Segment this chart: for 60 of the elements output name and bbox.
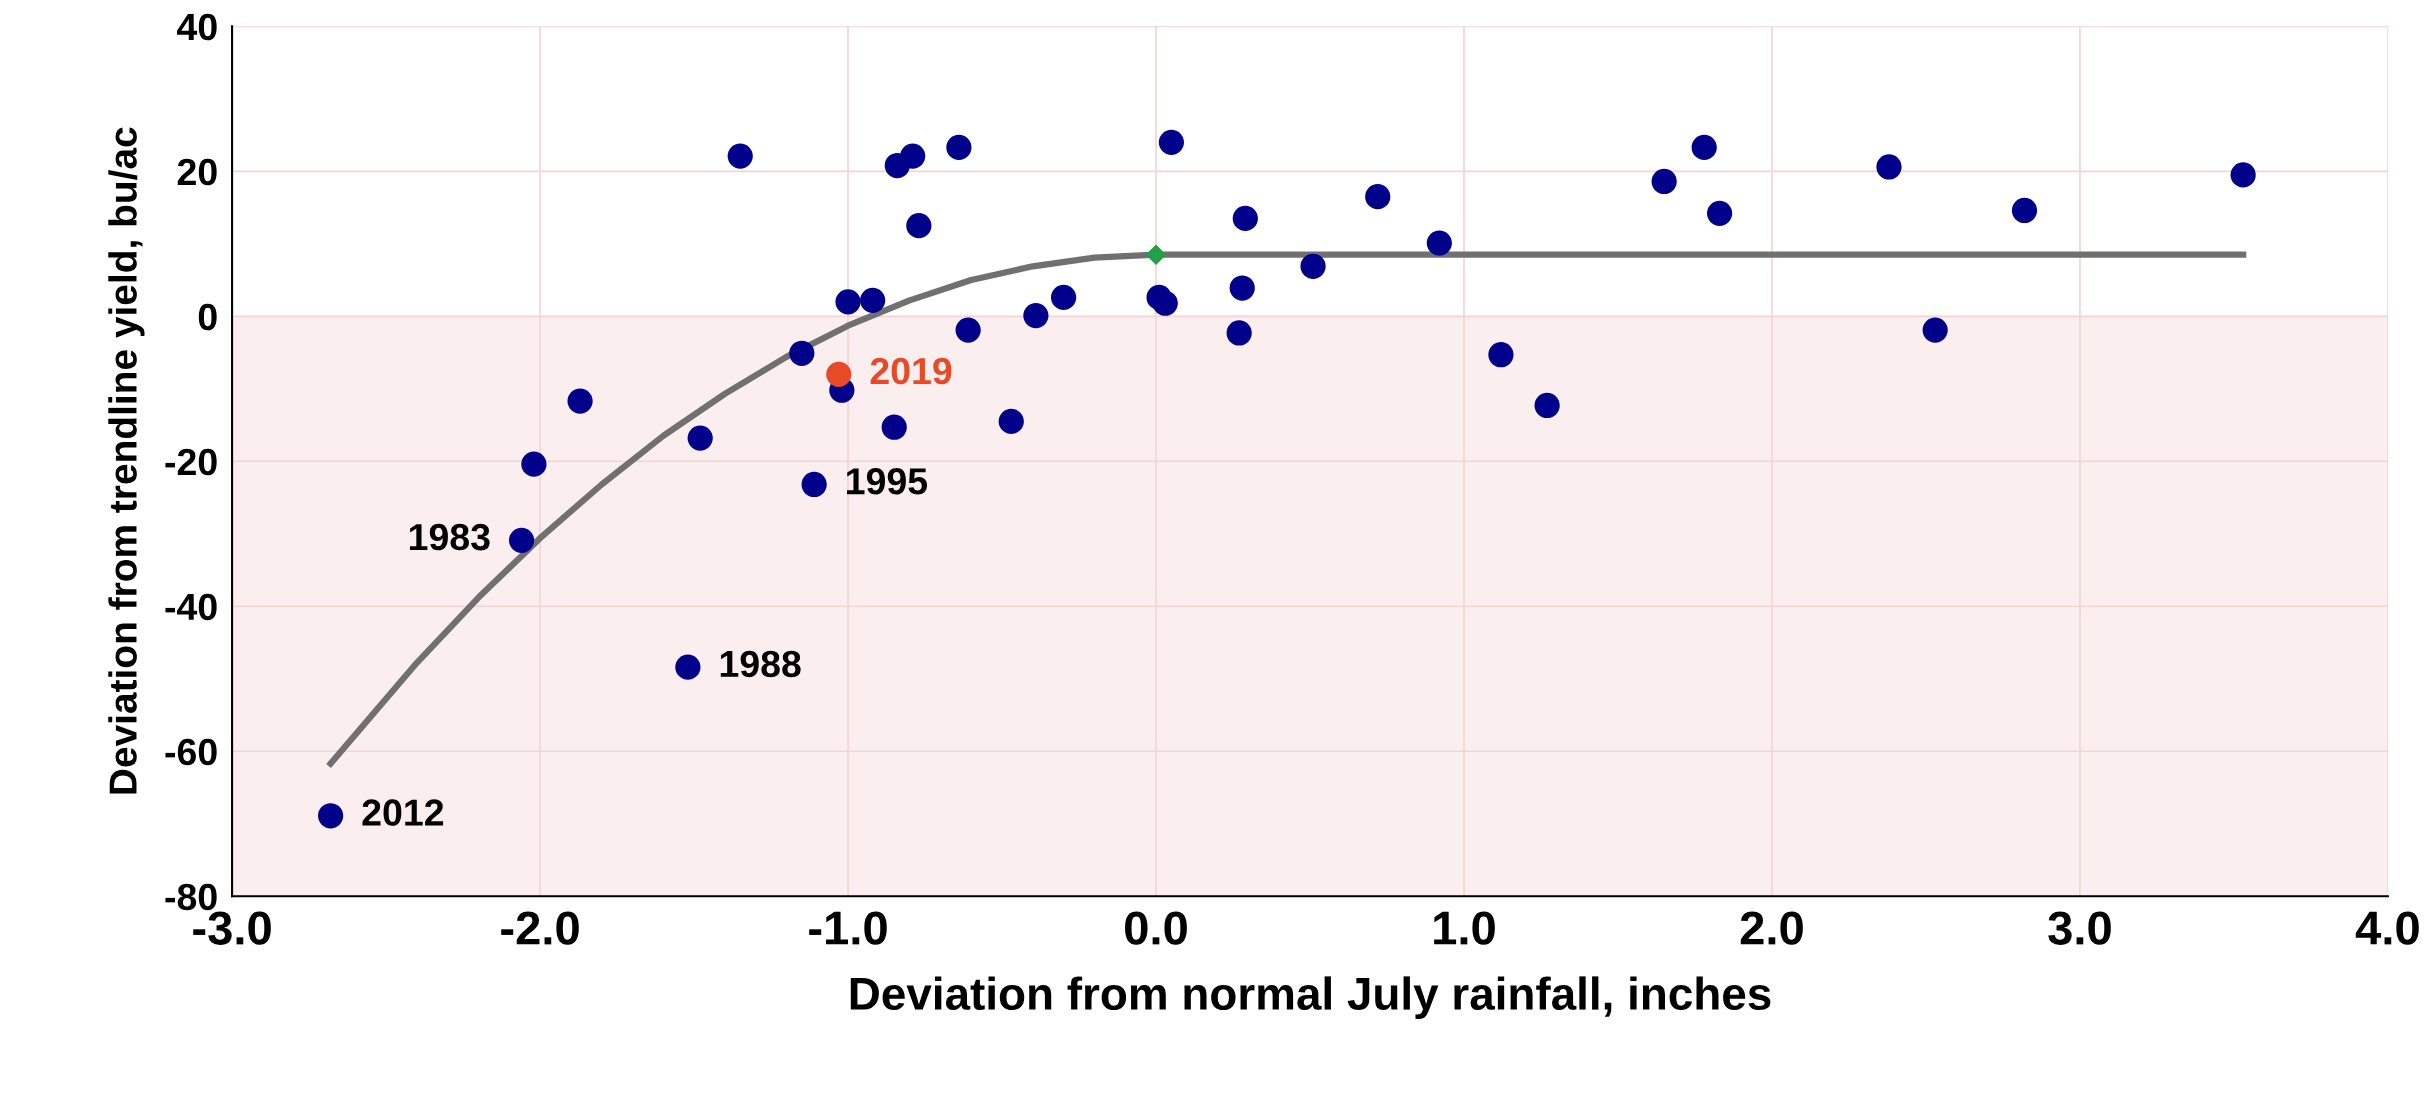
x-tick-label: -3.0	[193, 911, 271, 945]
y-tick-label: 40	[177, 13, 217, 41]
point	[1050, 284, 1077, 311]
x-tick-label: 0.0	[1125, 911, 1187, 945]
x-tick-label: 4.0	[2355, 911, 2419, 945]
point	[1300, 253, 1326, 279]
point	[1023, 302, 1049, 329]
point	[906, 213, 932, 239]
point	[789, 340, 815, 366]
point	[1145, 244, 1167, 265]
annotation: 1995	[847, 468, 928, 495]
point	[1706, 200, 1733, 226]
x-tick-label: -2.0	[501, 911, 579, 945]
annotation: 2019	[870, 357, 952, 385]
point	[1691, 134, 1717, 161]
x-axis-title: Deviation from normal July rainfall, inches	[850, 976, 1771, 1020]
point	[1426, 230, 1452, 256]
x-tick-label: 3.0	[2048, 911, 2111, 945]
point	[675, 654, 701, 680]
x-tick-label: 1.0	[1434, 911, 1495, 945]
point	[900, 143, 926, 169]
point	[1232, 205, 1258, 232]
point	[1876, 154, 1902, 180]
y-axis-title: Deviation from trendline yield, bu/ac	[108, 127, 145, 794]
point	[1651, 168, 1677, 195]
point	[727, 143, 753, 169]
point	[955, 317, 981, 343]
point	[881, 414, 907, 440]
y-tick-label: 0	[198, 303, 217, 331]
point	[1534, 392, 1560, 419]
point	[1226, 320, 1252, 346]
point	[1922, 317, 1948, 343]
point	[946, 134, 972, 161]
y-tick-label: -20	[165, 448, 217, 476]
annotation: 2012	[362, 799, 444, 826]
x-tick-label: -1.0	[809, 911, 887, 945]
point	[318, 803, 344, 829]
point	[2011, 197, 2038, 224]
y-tick-label: 20	[177, 158, 217, 186]
point	[2230, 162, 2256, 188]
y-tick-label: -40	[165, 593, 217, 621]
point	[508, 527, 535, 553]
point	[860, 287, 886, 313]
point	[1152, 290, 1178, 316]
point	[826, 361, 852, 387]
y-tick-label: -80	[165, 883, 217, 911]
point	[1229, 275, 1255, 301]
point	[835, 289, 861, 315]
point	[998, 408, 1024, 435]
y-tick-label: -60	[165, 738, 217, 766]
point	[1488, 342, 1514, 368]
point	[801, 471, 827, 498]
annotation: 1983	[409, 523, 490, 551]
point	[687, 425, 713, 451]
point	[1365, 184, 1391, 210]
point	[521, 451, 547, 477]
point	[567, 388, 593, 414]
x-tick-label: 2.0	[1740, 911, 1803, 945]
point	[1158, 129, 1185, 155]
annotation: 1988	[720, 650, 801, 678]
